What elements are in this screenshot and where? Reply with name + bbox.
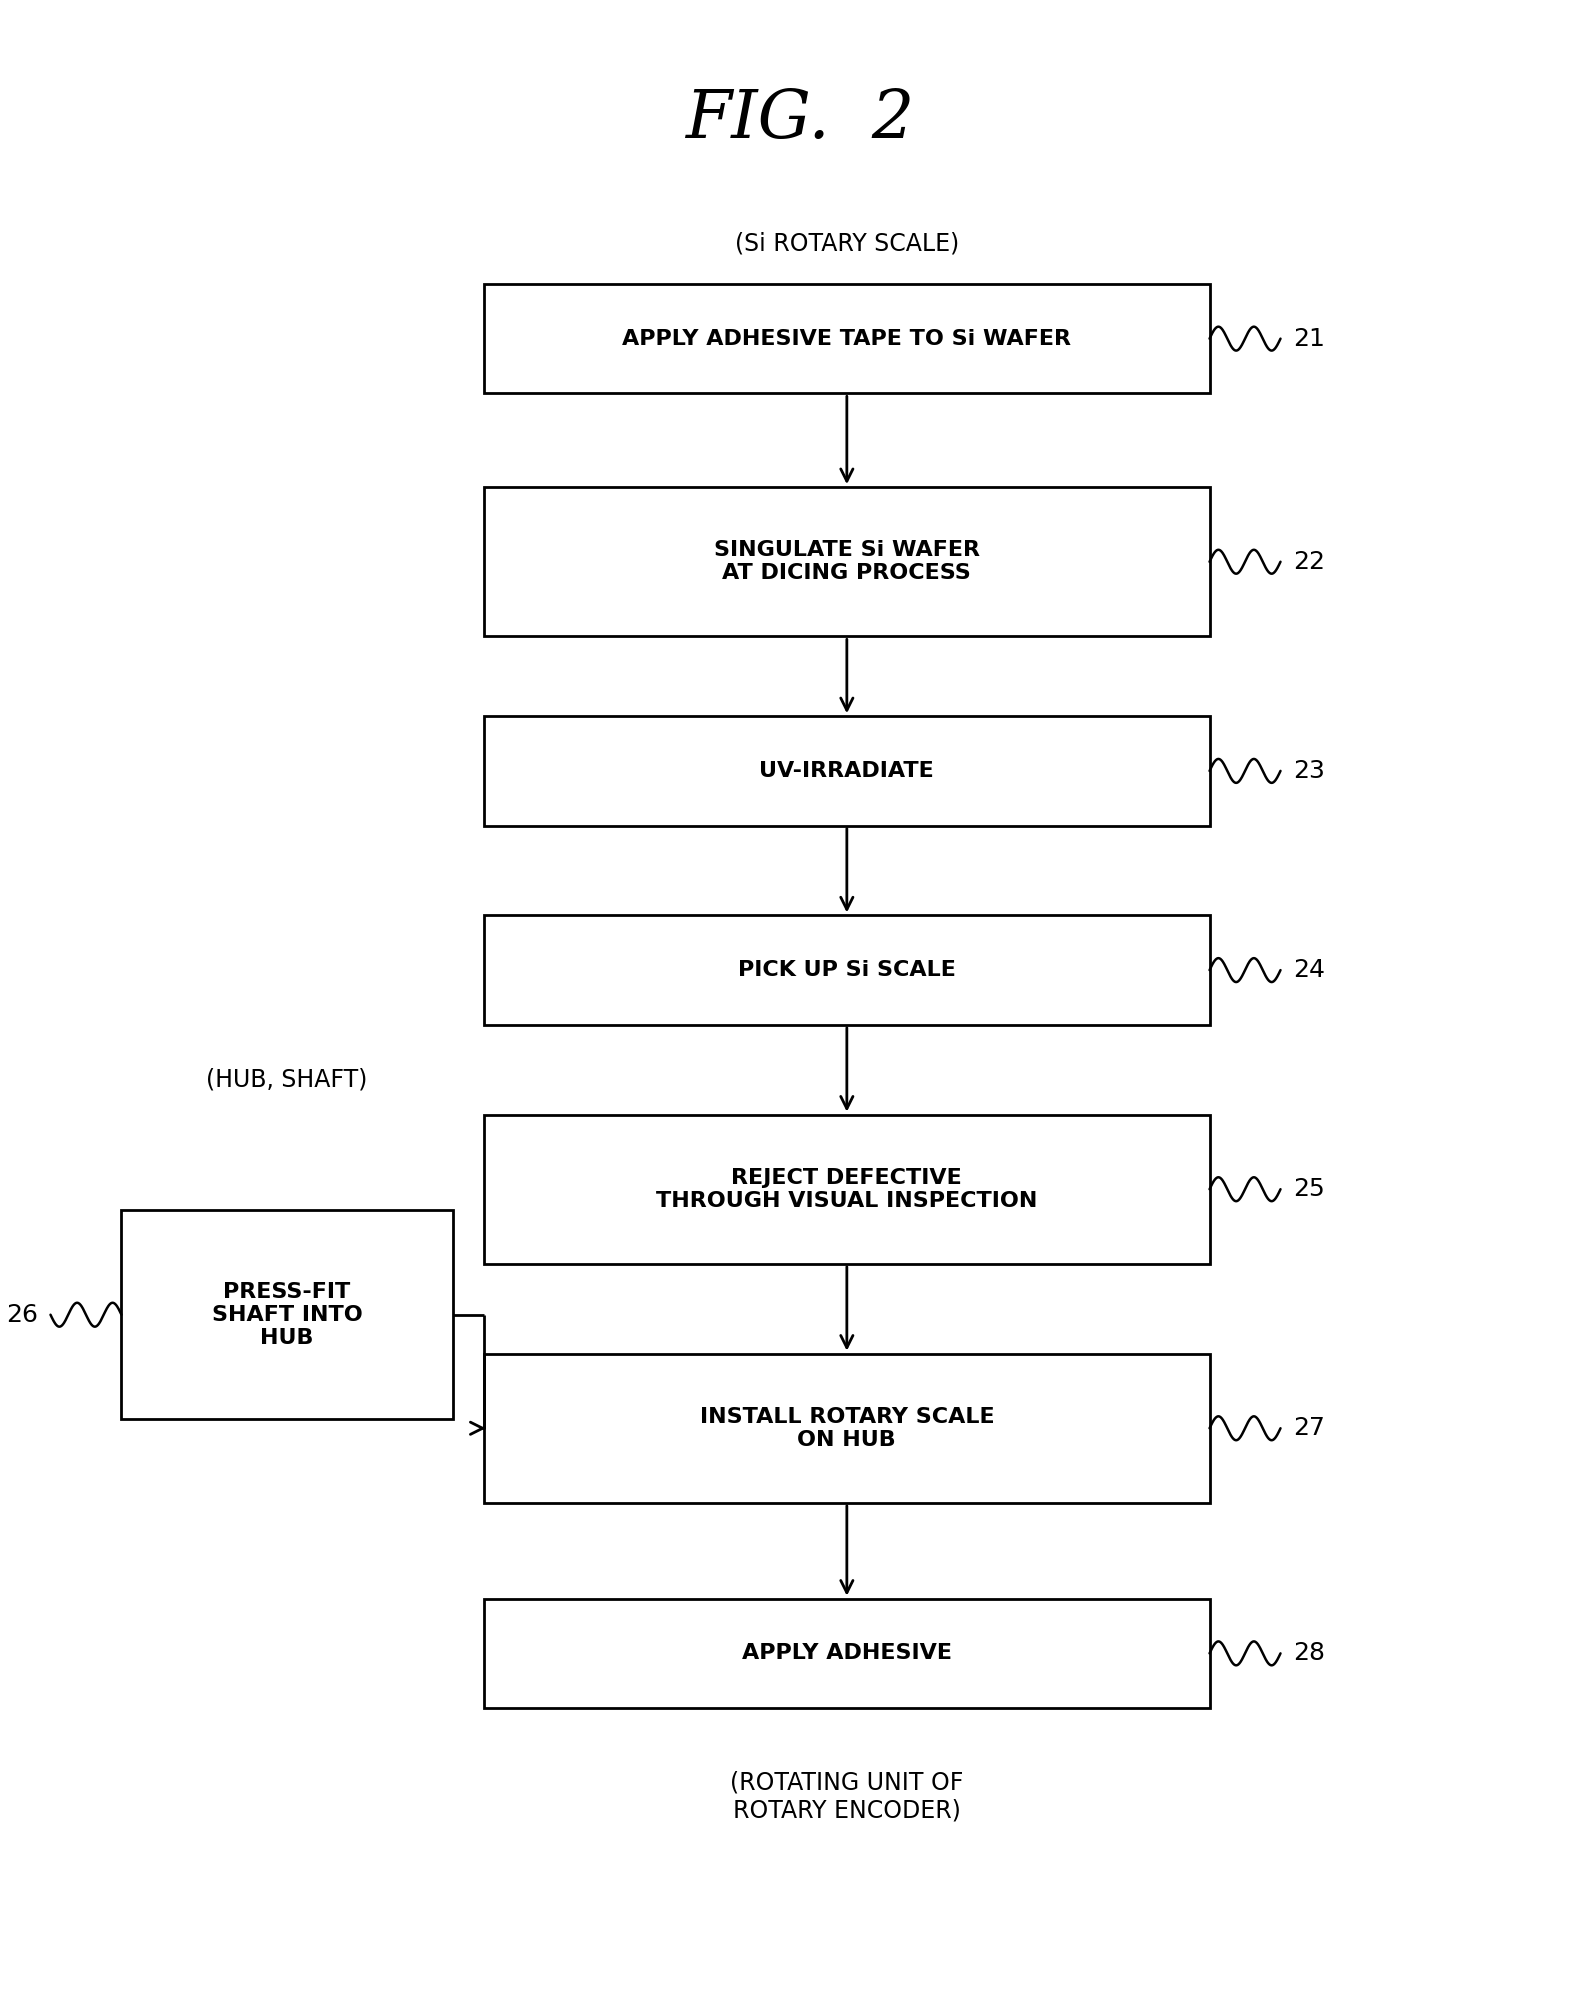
Text: SINGULATE Si WAFER
AT DICING PROCESS: SINGULATE Si WAFER AT DICING PROCESS <box>715 540 980 584</box>
FancyBboxPatch shape <box>484 916 1210 1024</box>
Text: REJECT DEFECTIVE
THROUGH VISUAL INSPECTION: REJECT DEFECTIVE THROUGH VISUAL INSPECTI… <box>656 1167 1037 1211</box>
FancyBboxPatch shape <box>484 1114 1210 1263</box>
Text: PICK UP Si SCALE: PICK UP Si SCALE <box>738 960 956 980</box>
Text: 23: 23 <box>1293 759 1324 783</box>
Text: 22: 22 <box>1293 550 1324 574</box>
Text: (ROTATING UNIT OF
ROTARY ENCODER): (ROTATING UNIT OF ROTARY ENCODER) <box>730 1771 964 1823</box>
Text: 26: 26 <box>6 1303 38 1327</box>
Text: 28: 28 <box>1293 1641 1324 1665</box>
FancyBboxPatch shape <box>484 1598 1210 1707</box>
Text: INSTALL ROTARY SCALE
ON HUB: INSTALL ROTARY SCALE ON HUB <box>700 1406 994 1450</box>
FancyBboxPatch shape <box>484 715 1210 825</box>
Text: 24: 24 <box>1293 958 1324 982</box>
Text: 25: 25 <box>1293 1177 1324 1201</box>
Text: 27: 27 <box>1293 1416 1324 1440</box>
Text: APPLY ADHESIVE TAPE TO Si WAFER: APPLY ADHESIVE TAPE TO Si WAFER <box>622 329 1072 349</box>
Text: (HUB, SHAFT): (HUB, SHAFT) <box>206 1068 368 1092</box>
Text: UV-IRRADIATE: UV-IRRADIATE <box>759 761 934 781</box>
Text: APPLY ADHESIVE: APPLY ADHESIVE <box>742 1643 951 1663</box>
FancyBboxPatch shape <box>484 1355 1210 1504</box>
FancyBboxPatch shape <box>121 1209 453 1418</box>
Text: (Si ROTARY SCALE): (Si ROTARY SCALE) <box>735 231 959 255</box>
FancyBboxPatch shape <box>484 488 1210 637</box>
Text: PRESS-FIT
SHAFT INTO
HUB: PRESS-FIT SHAFT INTO HUB <box>211 1281 362 1349</box>
FancyBboxPatch shape <box>484 283 1210 394</box>
Text: FIG.  2: FIG. 2 <box>684 88 915 151</box>
Text: 21: 21 <box>1293 327 1324 351</box>
